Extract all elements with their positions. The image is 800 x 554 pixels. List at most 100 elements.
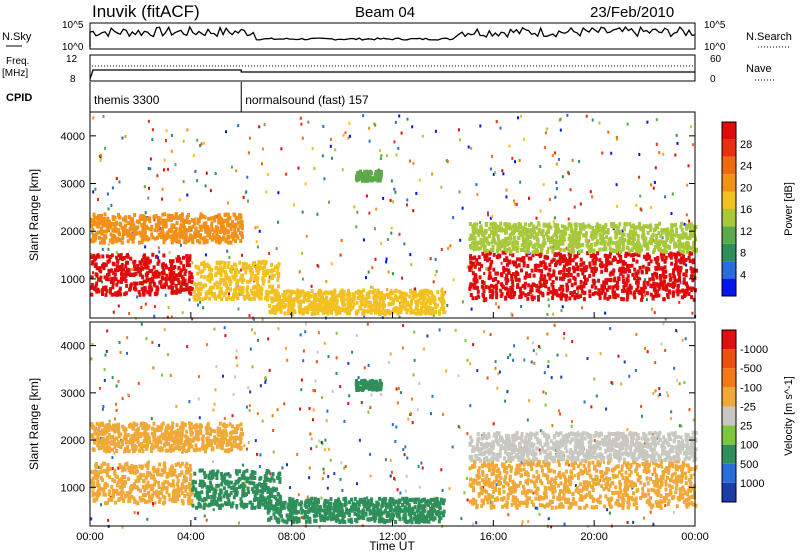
scatter-cell bbox=[174, 163, 177, 167]
data-cell bbox=[120, 240, 124, 245]
data-cell bbox=[513, 290, 517, 295]
data-cell bbox=[647, 267, 651, 272]
data-cell bbox=[198, 296, 201, 301]
scatter-cell bbox=[593, 377, 596, 381]
data-cell bbox=[531, 250, 535, 255]
scatter-cell bbox=[251, 365, 254, 369]
scatter-cell bbox=[389, 352, 392, 356]
data-cell bbox=[521, 248, 525, 253]
data-cell bbox=[190, 235, 194, 240]
scatter-cell bbox=[626, 521, 629, 524]
scatter-cell bbox=[272, 450, 275, 454]
data-cell bbox=[593, 242, 597, 247]
data-cell bbox=[216, 235, 220, 240]
data-cell bbox=[619, 258, 623, 263]
data-cell bbox=[358, 305, 362, 310]
data-cell bbox=[399, 310, 403, 314]
data-cell bbox=[531, 253, 535, 258]
data-cell bbox=[382, 303, 386, 308]
data-cell bbox=[469, 244, 473, 249]
data-cell bbox=[369, 171, 373, 175]
data-cell bbox=[218, 282, 222, 287]
data-cell bbox=[469, 293, 473, 297]
data-cell bbox=[656, 240, 660, 245]
scatter-cell bbox=[330, 262, 333, 266]
scatter-cell bbox=[599, 478, 602, 482]
data-cell bbox=[108, 290, 112, 295]
data-cell bbox=[356, 173, 360, 178]
data-cell bbox=[694, 249, 698, 254]
data-cell bbox=[679, 224, 683, 229]
data-cell bbox=[97, 289, 101, 294]
data-cell bbox=[255, 277, 259, 282]
data-cell bbox=[569, 223, 573, 228]
data-cell bbox=[551, 235, 554, 240]
data-cell bbox=[671, 284, 675, 288]
data-cell bbox=[106, 500, 109, 505]
data-cell bbox=[125, 461, 129, 466]
data-cell bbox=[658, 239, 662, 244]
data-cell bbox=[678, 245, 682, 250]
scatter-cell bbox=[475, 521, 478, 525]
data-cell bbox=[592, 281, 596, 286]
data-cell bbox=[441, 295, 445, 300]
data-cell bbox=[326, 311, 330, 316]
data-cell bbox=[120, 272, 124, 276]
data-cell bbox=[145, 235, 149, 240]
data-cell bbox=[207, 216, 211, 221]
scatter-cell bbox=[163, 158, 166, 162]
data-cell bbox=[164, 218, 168, 223]
scatter-cell bbox=[235, 506, 238, 510]
data-cell bbox=[565, 288, 569, 293]
data-cell bbox=[616, 280, 619, 285]
data-cell bbox=[144, 257, 147, 262]
data-cell bbox=[575, 237, 579, 241]
data-cell bbox=[468, 284, 472, 289]
data-cell bbox=[684, 292, 688, 297]
data-cell bbox=[480, 243, 484, 248]
scatter-cell bbox=[430, 412, 432, 416]
data-cell bbox=[191, 224, 195, 229]
scatter-cell bbox=[652, 186, 655, 190]
data-cell bbox=[254, 291, 257, 296]
scatter-cell bbox=[373, 122, 376, 126]
data-cell bbox=[158, 221, 162, 226]
data-cell bbox=[422, 288, 426, 293]
data-cell bbox=[503, 245, 507, 249]
data-cell bbox=[196, 265, 200, 270]
scatter-cell bbox=[340, 239, 343, 242]
scatter-cell bbox=[256, 496, 259, 500]
scatter-cell bbox=[117, 304, 120, 308]
data-cell bbox=[636, 280, 640, 285]
data-cell bbox=[220, 260, 224, 265]
data-cell bbox=[669, 228, 673, 233]
data-cell bbox=[147, 490, 151, 495]
data-cell bbox=[206, 228, 210, 233]
data-cell bbox=[517, 277, 521, 282]
data-cell bbox=[358, 293, 362, 298]
data-cell bbox=[92, 498, 96, 503]
data-cell bbox=[682, 277, 686, 282]
data-cell bbox=[527, 292, 531, 297]
data-cell bbox=[503, 258, 507, 263]
scatter-cell bbox=[318, 525, 321, 529]
data-cell bbox=[519, 291, 523, 295]
scatter-cell bbox=[235, 349, 238, 353]
freq-unit: [MHz] bbox=[2, 68, 28, 79]
data-cell bbox=[197, 281, 201, 286]
data-cell bbox=[152, 477, 156, 482]
data-cell bbox=[559, 284, 563, 289]
scatter-cell bbox=[610, 381, 613, 384]
data-cell bbox=[111, 477, 115, 482]
data-cell bbox=[110, 268, 113, 273]
scatter-cell bbox=[404, 489, 407, 493]
scatter-cell bbox=[445, 369, 448, 373]
data-cell bbox=[617, 277, 621, 281]
scatter-cell bbox=[230, 165, 233, 169]
scatter-cell bbox=[429, 257, 432, 261]
data-cell bbox=[519, 247, 523, 252]
data-cell bbox=[631, 253, 635, 258]
scatter-cell bbox=[247, 199, 249, 203]
data-cell bbox=[268, 309, 272, 314]
data-cell bbox=[279, 309, 283, 314]
